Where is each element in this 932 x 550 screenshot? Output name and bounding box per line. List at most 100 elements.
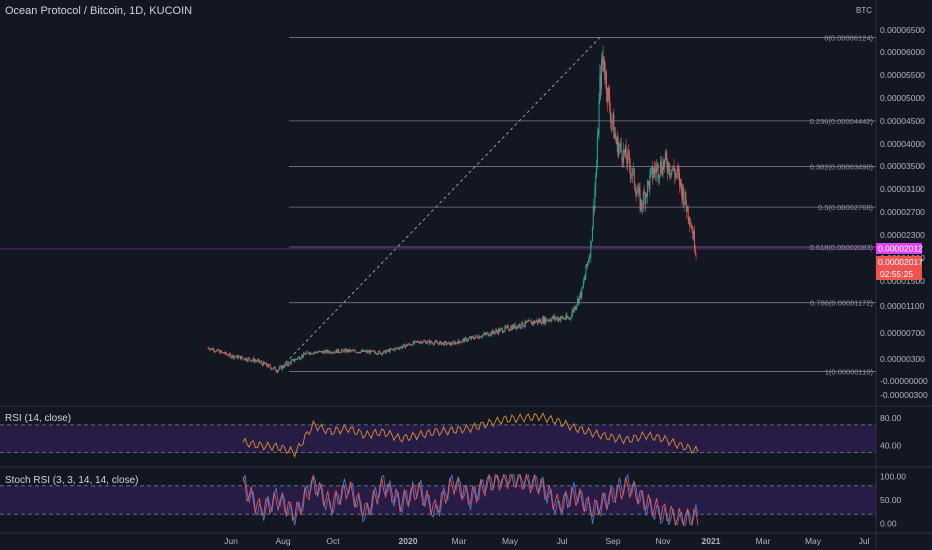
candle-body [484,333,486,334]
candle-body [384,350,386,354]
candle-body [362,350,364,352]
candle-body [307,352,309,354]
price-badge-label: 0.00002012 [878,244,923,254]
candle-body [221,350,223,353]
candle-body [671,169,673,171]
candle-body [377,353,379,355]
candle-body [469,337,471,339]
candle-body [422,341,424,343]
candle-body [450,342,451,346]
candle-body [279,366,281,370]
candle-body [233,356,235,359]
candle-body [334,351,336,353]
time-tick-label: Jun [224,536,238,546]
candle-body [412,341,414,346]
candle-body [647,181,649,182]
candle-body [621,150,623,161]
time-tick-label: Mar [452,536,467,546]
candle-body [325,349,327,353]
candle-body [436,341,438,343]
candle-body [233,355,235,359]
candle-body [402,344,404,347]
candle-body [258,359,260,363]
candle-body [257,359,259,361]
candle-body [693,231,695,239]
candle-body [668,162,670,174]
candle-body [625,146,627,160]
candle-body [376,353,378,355]
candle-body [259,362,261,363]
candle-body [560,316,562,319]
candle-body [353,350,355,351]
candle-body [240,356,242,360]
candle-body [350,350,352,351]
candle-body [464,337,466,342]
candle-body [245,357,247,361]
time-axis[interactable]: Jun Aug Oct 2020 Mar May Jul Sep Nov 2021 Mar May Ju… [224,536,869,546]
candle-body [536,320,538,323]
candle-body [220,350,222,354]
candle-body [465,337,467,339]
candle-body [355,351,357,353]
candle-body [367,350,369,353]
time-tick-label: May [805,536,822,546]
candle-body [302,355,304,357]
candle-body [539,319,541,322]
candle-body [529,320,531,321]
candle-body [438,341,440,345]
fibonacci-retracement[interactable]: 0(0.00006124) 0.236(0.00004442) 0.382(0.00… [289,34,876,377]
candle-body [623,149,625,163]
candle-body [569,318,571,319]
candle-body [312,352,314,354]
candle-body [585,264,587,276]
candle-body [387,349,389,352]
candle-body [280,366,282,370]
candle-body [550,320,552,322]
candle-body [563,318,565,319]
candle-body [349,350,351,352]
candle-body [230,354,232,358]
candle-body [295,358,297,360]
price-tick-label: 0.00004000 [880,139,925,149]
candle-body [427,341,429,343]
candle-body [615,138,617,145]
candle-body [406,344,408,346]
candle-body [234,356,236,358]
candle-body [213,349,215,352]
candle-body [261,361,263,364]
trend-line[interactable] [276,37,601,372]
candle-body [495,330,497,332]
candle-body [444,341,446,346]
candle-body [373,350,375,352]
candle-body [603,56,605,71]
candle-body [549,319,551,321]
candle-body [460,342,462,343]
candle-body [634,186,636,192]
candle-body [250,360,252,362]
candle-body [556,317,558,319]
candle-body [217,349,219,352]
time-tick-label: May [502,536,519,546]
candle-body [302,353,304,357]
price-tick-label: 0.00004500 [880,116,925,126]
candle-body [499,328,501,333]
candle-body [411,344,413,346]
candle-body [260,361,262,363]
candle-body [605,71,607,93]
candle-body [686,206,688,212]
candle-body [607,87,609,102]
candle-body [590,241,592,258]
candle-body [440,341,442,345]
candle-body [291,359,293,361]
candle-body [446,343,448,345]
candle-body [290,360,292,364]
candle-body [678,171,680,174]
candle-body [673,165,675,172]
candle-body [432,342,434,344]
price-tick-label: 0.00001500 [880,276,925,286]
candle-body [626,159,628,164]
candle-body [392,348,394,350]
candle-body [416,341,418,343]
candle-body [478,335,480,339]
